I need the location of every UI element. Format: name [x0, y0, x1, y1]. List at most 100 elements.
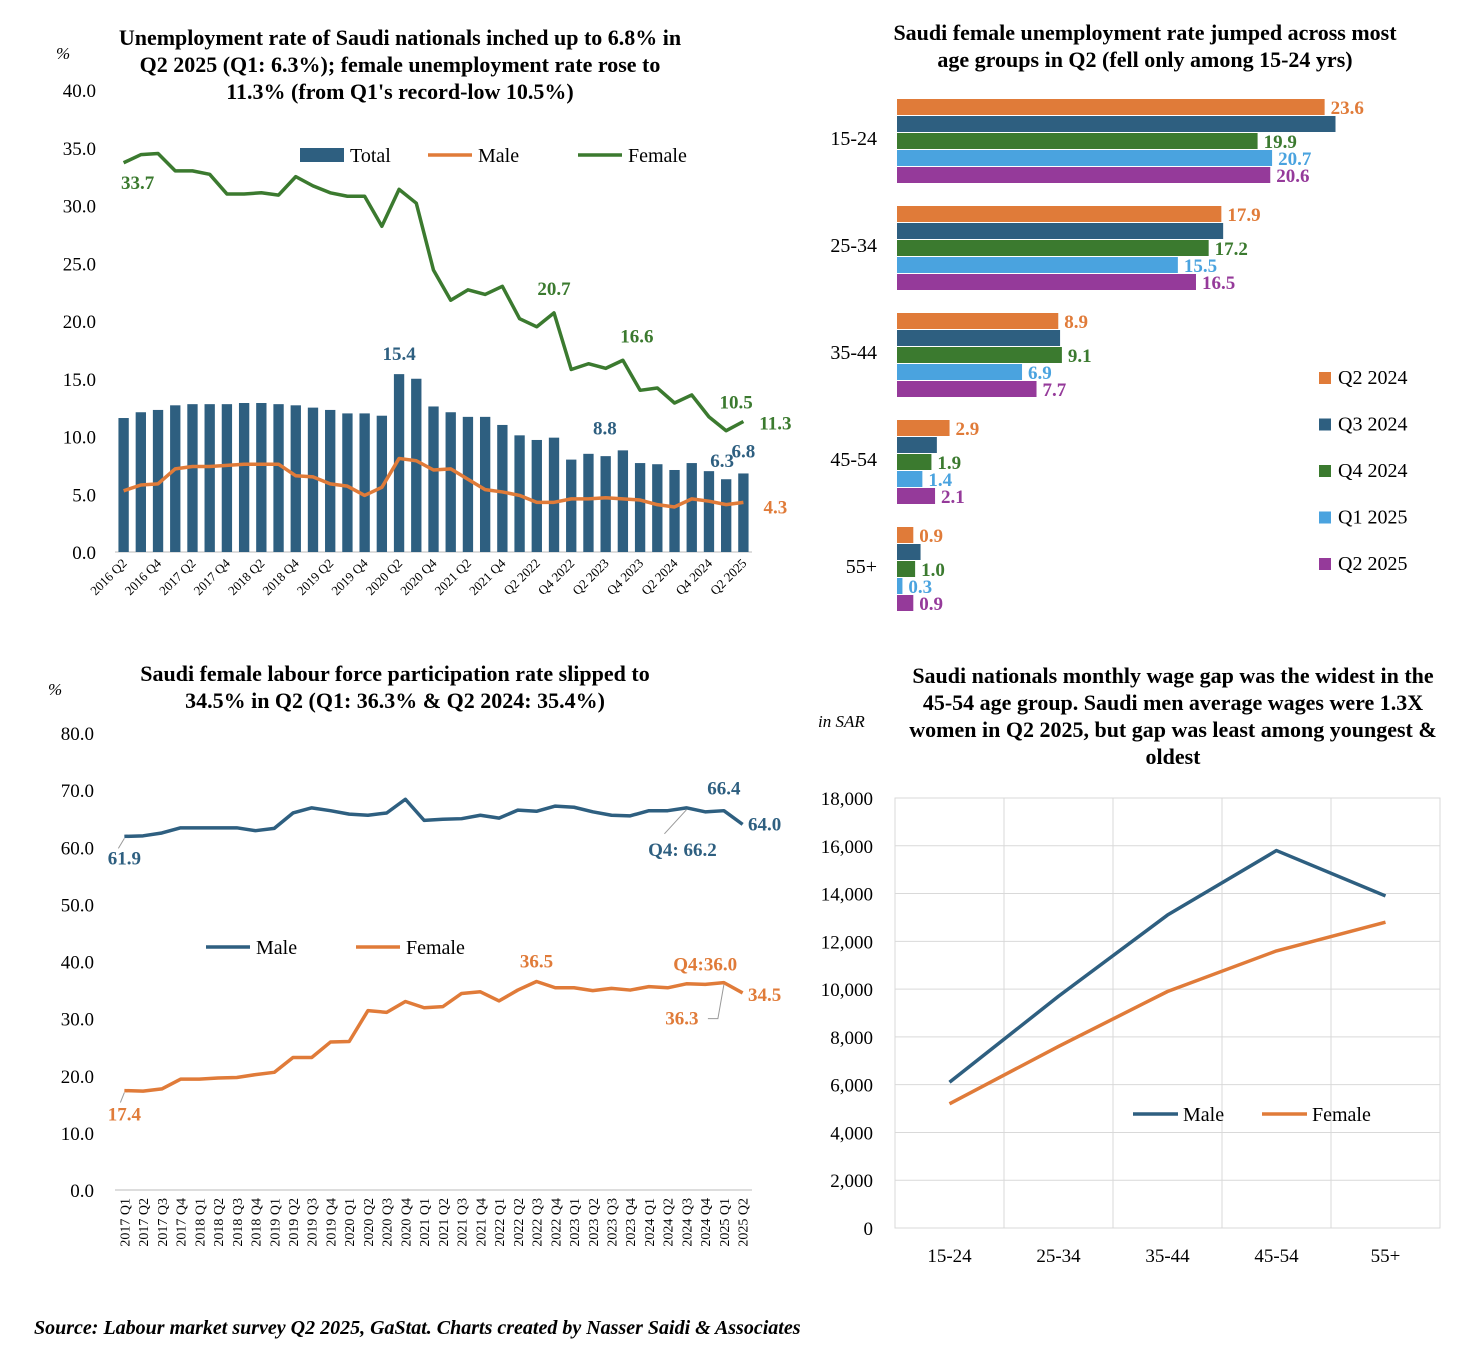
- x-tick-label: 2016 Q4: [122, 555, 165, 598]
- y-tick-label: 0.0: [70, 1181, 94, 1202]
- x-tick-label: 2023 Q3: [605, 1198, 620, 1247]
- bar-total: [256, 403, 267, 552]
- bar-total: [290, 405, 301, 552]
- data-label: 61.9: [108, 848, 141, 869]
- data-label: 20.6: [1276, 166, 1309, 187]
- wages-plot: 0 2,000 4,000 6,000 8,000 10,000 12,000 14,000 1…: [821, 789, 1441, 1267]
- y-tick-label: 16,000: [821, 837, 873, 858]
- bar-total: [273, 404, 284, 552]
- category-label: 55+: [846, 556, 877, 578]
- x-tick-label: 45-54: [1254, 1246, 1299, 1267]
- data-label: 6.8: [732, 441, 756, 462]
- data-label: 2.9: [956, 419, 980, 440]
- bar-total: [325, 409, 336, 552]
- data-label: 2.1: [941, 487, 965, 508]
- y-tick-label: 35.0: [63, 139, 96, 160]
- x-tick-label: 2022 Q4: [549, 1198, 564, 1247]
- data-label: 4.3: [764, 497, 788, 518]
- bar-total: [428, 406, 439, 552]
- x-tick-label: Q2 2023: [569, 556, 612, 599]
- x-tick-label: 55+: [1371, 1246, 1401, 1267]
- category-label: 15-24: [830, 128, 877, 150]
- data-label: 1.4: [928, 470, 952, 491]
- x-tick-label: Q2 2022: [500, 556, 543, 599]
- y-tick-label: 50.0: [61, 895, 94, 916]
- bar-total: [376, 415, 388, 552]
- bar-total: [566, 459, 577, 552]
- data-label: 36.3: [665, 1009, 698, 1030]
- data-label: 17.2: [1215, 239, 1248, 260]
- data-label: 0.3: [908, 577, 932, 598]
- line-female: [122, 151, 745, 433]
- bar-q2-2024: [897, 313, 1059, 329]
- y-tick-label: 80.0: [61, 724, 94, 745]
- y-unit-label: %: [56, 44, 71, 63]
- legend-label: Female: [1312, 1104, 1371, 1126]
- bar-q3-2024: [897, 223, 1224, 239]
- legend-label: Q2 2025: [1338, 553, 1407, 575]
- data-label: 0.9: [919, 594, 943, 615]
- y-tick-label: 10.0: [61, 1124, 94, 1145]
- legend-swatch-total: [300, 148, 344, 162]
- lfpr-chart: % Saudi female labour force participatio…: [0, 650, 790, 1300]
- wages-chart: in SAR Saudi nationals monthly wage gap …: [790, 650, 1470, 1300]
- bar-total: [617, 450, 629, 552]
- line-male: [123, 456, 744, 509]
- y-tick-label: 70.0: [61, 781, 94, 802]
- x-tick-label: 2021 Q1: [418, 1198, 433, 1247]
- y-tick-label: 4,000: [830, 1123, 873, 1144]
- x-tick-label: 2024 Q4: [699, 1198, 714, 1247]
- legend-label: Q1 2025: [1338, 507, 1407, 529]
- bar-total: [152, 409, 164, 552]
- bar-q4-2024: [897, 240, 1209, 256]
- legend-swatch: [1319, 418, 1331, 431]
- data-label: 8.8: [593, 418, 617, 439]
- bar-q4-2024: [897, 454, 932, 470]
- y-tick-label: 15.0: [63, 370, 96, 391]
- bar-q3-2024: [897, 330, 1061, 346]
- data-label: 11.3: [759, 413, 791, 434]
- female-age-chart: Saudi female unemployment rate jumped ac…: [790, 0, 1470, 640]
- bar-total: [669, 469, 680, 552]
- y-tick-label: 40.0: [63, 81, 96, 102]
- data-label: 15.4: [382, 344, 416, 365]
- y-tick-label: 20.0: [61, 1067, 94, 1088]
- bar-q1-2025: [897, 364, 1023, 380]
- leader-line: [664, 809, 687, 835]
- bar-total: [445, 412, 456, 552]
- data-label: Q4: 66.2: [648, 840, 717, 861]
- bar-q2-2024: [897, 99, 1325, 115]
- legend-label: Total: [350, 145, 391, 167]
- bar-total: [393, 374, 405, 552]
- data-label: 9.1: [1068, 346, 1092, 367]
- legend-swatch: [1319, 511, 1331, 524]
- y-unit-label: %: [48, 680, 63, 699]
- unemployment-plot: 0.0 5.0 10.0 15.0 20.0 25.0 30.0 35.0 40.0 2016 Q…: [63, 81, 792, 599]
- x-tick-label: 2018 Q2: [212, 1198, 227, 1247]
- x-tick-label: 2020 Q3: [381, 1198, 396, 1247]
- x-tick-label: 2020 Q1: [343, 1198, 358, 1247]
- x-tick-label: 2025 Q2: [737, 1198, 752, 1247]
- bar-q1-2025: [897, 578, 903, 594]
- legend-swatch: [1319, 558, 1331, 570]
- bar-total: [359, 413, 370, 552]
- y-tick-label: 30.0: [61, 1010, 94, 1031]
- x-tick-label: Q2 2025: [707, 556, 750, 599]
- bar-q2-2025: [897, 595, 914, 611]
- x-tick-label: 2024 Q1: [643, 1198, 658, 1247]
- bar-total: [634, 463, 646, 552]
- y-tick-label: 2,000: [830, 1171, 873, 1192]
- x-tick-label: 2020 Q4: [397, 555, 440, 598]
- data-label: 7.7: [1043, 380, 1067, 401]
- data-label: 66.4: [707, 779, 741, 800]
- bar-total: [118, 418, 129, 552]
- bar-total: [548, 437, 560, 552]
- chart-title: Unemployment rate of Saudi nationals inc…: [118, 25, 682, 104]
- lfpr-plot: 0.0 10.0 20.0 30.0 40.0 50.0 60.0 70.0 80.0 2017 …: [61, 724, 782, 1247]
- x-tick-label: 2021 Q2: [437, 1198, 452, 1247]
- x-tick-label: 2017 Q2: [156, 556, 199, 599]
- data-label: 8.9: [1064, 312, 1088, 333]
- legend-label: Female: [628, 145, 687, 167]
- bar-total: [462, 416, 474, 552]
- bar-q2-2025: [897, 274, 1196, 290]
